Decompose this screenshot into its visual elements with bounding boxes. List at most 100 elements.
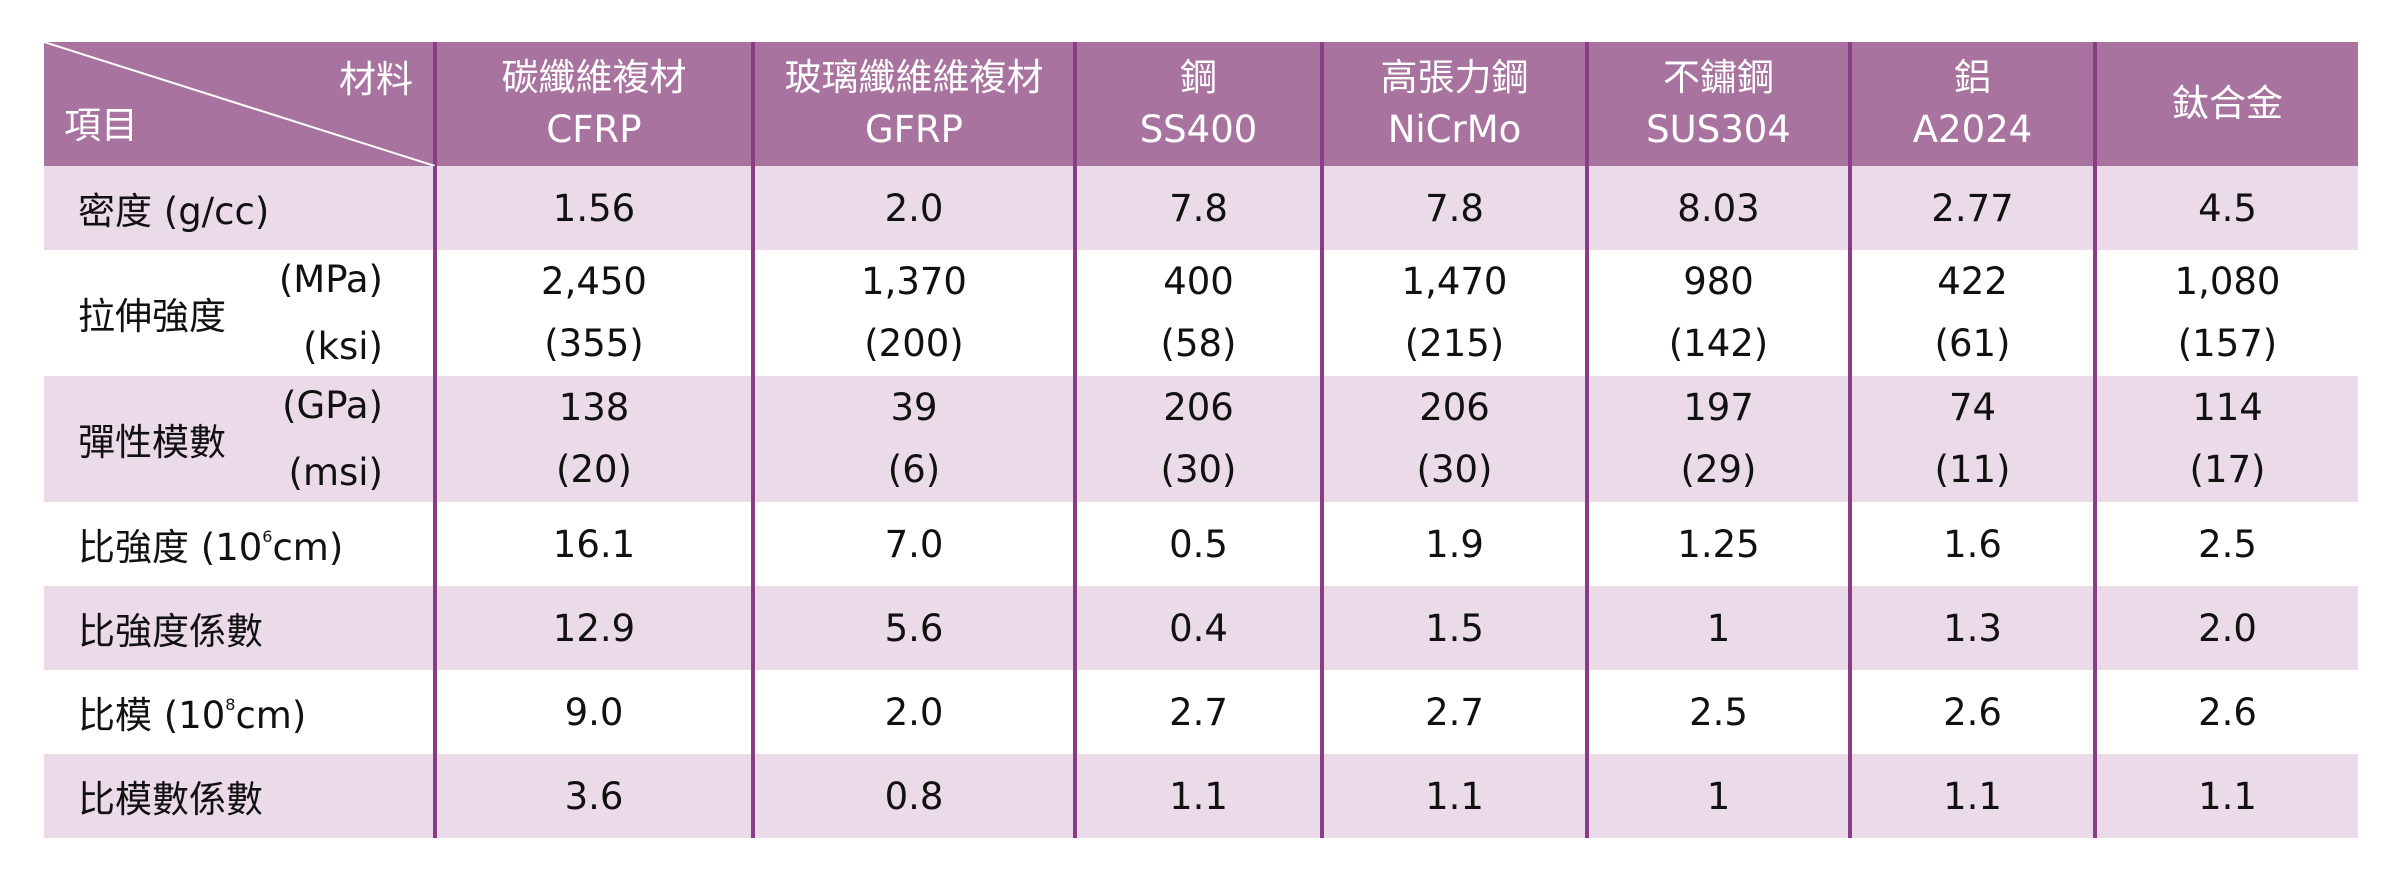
- cell-value-primary: 400: [1163, 260, 1234, 303]
- table-cell: 1.1: [1075, 754, 1324, 838]
- table-cell: 0.4: [1075, 586, 1324, 670]
- table-cell: 197 (29): [1587, 376, 1852, 502]
- table-cell: 74 (11): [1850, 376, 2097, 502]
- cell-value-secondary: (355): [544, 322, 644, 365]
- header-gfrp: 玻璃纖維維複材 GFRP: [753, 42, 1077, 166]
- row-label-strength-coefficient: 比強度係數: [44, 586, 437, 670]
- row-label-specific-modulus-post: cm): [235, 694, 307, 737]
- table-cell: 8.03: [1587, 166, 1852, 250]
- table-cell: 1.5: [1322, 586, 1589, 670]
- table-cell: 7.8: [1322, 166, 1589, 250]
- header-high-tensile-steel-name: 高張力鋼: [1380, 56, 1529, 99]
- cell-value-secondary: (142): [1668, 322, 1769, 365]
- cell-value-secondary: (30): [1160, 448, 1237, 491]
- table-cell: 1.1: [1850, 754, 2097, 838]
- table-cell: 1.56: [435, 166, 755, 250]
- table-cell: 2.6: [1850, 670, 2097, 754]
- cell-value-secondary: (200): [864, 322, 964, 365]
- cell-value-secondary: (30): [1416, 448, 1493, 491]
- table-cell: 0.5: [1075, 502, 1324, 586]
- cell-value-secondary: (61): [1934, 322, 2011, 365]
- cell-value-primary: 1,470: [1401, 260, 1508, 303]
- table-row-tensile-strength: 拉伸強度 (MPa) (ksi) 2,450 (355) 1,370 (200) 4…: [44, 250, 2358, 376]
- material-comparison-table-wrapper: 材料 項目 碳纖維複材 CFRP 玻璃纖維維複材 GFRP 鋼 SS400: [44, 42, 2358, 838]
- table-cell: 2.7: [1322, 670, 1589, 754]
- row-label-modulus-coefficient: 比模數係數: [44, 754, 437, 838]
- table-cell: 1.6: [1850, 502, 2097, 586]
- table-cell: 980 (142): [1587, 250, 1852, 376]
- table-cell: 16.1: [435, 502, 755, 586]
- header-steel: 鋼 SS400: [1075, 42, 1324, 166]
- cell-value-primary: 206: [1163, 386, 1234, 429]
- table-cell: 422 (61): [1850, 250, 2097, 376]
- row-label-specific-strength-post: cm): [272, 526, 344, 569]
- table-cell: 2,450 (355): [435, 250, 755, 376]
- table-cell: 138 (20): [435, 376, 755, 502]
- cell-value-secondary: (29): [1680, 448, 1757, 491]
- header-row: 材料 項目 碳纖維複材 CFRP 玻璃纖維維複材 GFRP 鋼 SS400: [44, 42, 2358, 166]
- table-cell: 1: [1587, 586, 1852, 670]
- cell-value-primary: 197: [1683, 386, 1754, 429]
- cell-value-primary: 1,080: [2174, 260, 2281, 303]
- header-titanium-alloy-name: 鈦合金: [2172, 82, 2283, 125]
- header-stainless-steel: 不鏽鋼 SUS304: [1587, 42, 1852, 166]
- cell-value-primary: 138: [558, 386, 630, 429]
- header-cfrp: 碳纖維複材 CFRP: [435, 42, 755, 166]
- cell-value-primary: 74: [1948, 386, 1997, 429]
- row-label-tensile-name: 拉伸強度: [78, 295, 226, 338]
- cell-value-primary: 1,370: [861, 260, 967, 303]
- header-high-tensile-steel: 高張力鋼 NiCrMo: [1322, 42, 1589, 166]
- table-row-modulus-coefficient: 比模數係數 3.6 0.8 1.1 1.1 1 1.1 1.1: [44, 754, 2358, 838]
- table-cell: 206 (30): [1075, 376, 1324, 502]
- table-cell: 1,470 (215): [1322, 250, 1589, 376]
- corner-material-label: 材料: [339, 58, 413, 101]
- header-steel-name: 鋼: [1180, 56, 1217, 99]
- cell-value-secondary: (215): [1404, 322, 1505, 365]
- table-cell: 2.6: [2095, 670, 2358, 754]
- table-cell: 5.6: [753, 586, 1077, 670]
- table-cell: 0.8: [753, 754, 1077, 838]
- row-label-tensile-unit-mpa: (MPa): [278, 258, 383, 301]
- table-cell: 2.5: [2095, 502, 2358, 586]
- header-stainless-steel-code: SUS304: [1646, 108, 1791, 151]
- header-cfrp-code: CFRP: [546, 108, 642, 151]
- header-steel-code: SS400: [1139, 108, 1258, 151]
- cell-value-primary: 39: [890, 386, 938, 429]
- row-label-modulus-unit-gpa: (GPa): [282, 384, 383, 427]
- table-cell: 1.3: [1850, 586, 2097, 670]
- row-label-elastic-modulus: 彈性模數 (GPa) (msi): [44, 376, 437, 502]
- row-label-tensile-strength: 拉伸強度 (MPa) (ksi): [44, 250, 437, 376]
- row-label-specific-modulus: 比模 (108cm): [44, 670, 437, 754]
- table-cell: 1: [1587, 754, 1852, 838]
- diagonal-divider-line: [44, 42, 435, 166]
- row-label-specific-strength-exponent: 6: [262, 527, 273, 546]
- cell-value-primary: 980: [1683, 260, 1754, 303]
- table-cell: 2.0: [753, 166, 1077, 250]
- table-cell: 4.5: [2095, 166, 2358, 250]
- table-cell: 7.0: [753, 502, 1077, 586]
- table-row-density: 密度 (g/cc) 1.56 2.0 7.8 7.8 8.03 2.77 4.5: [44, 166, 2358, 250]
- table-cell: 1.9: [1322, 502, 1589, 586]
- table-cell: 206 (30): [1322, 376, 1589, 502]
- row-label-specific-strength: 比強度 (106cm): [44, 502, 437, 586]
- table-cell: 2.5: [1587, 670, 1852, 754]
- table-row-specific-strength: 比強度 (106cm) 16.1 7.0 0.5 1.9 1.25 1.6 2.…: [44, 502, 2358, 586]
- table-cell: 39 (6): [753, 376, 1077, 502]
- table-cell: 400 (58): [1075, 250, 1324, 376]
- row-label-density: 密度 (g/cc): [44, 166, 437, 250]
- header-gfrp-name: 玻璃纖維維複材: [784, 56, 1044, 99]
- cell-value-primary: 422: [1937, 260, 2008, 303]
- row-label-modulus-name: 彈性模數: [78, 421, 226, 464]
- header-aluminum: 鋁 A2024: [1850, 42, 2097, 166]
- cell-value-secondary: (58): [1160, 322, 1237, 365]
- header-cfrp-name: 碳纖維複材: [501, 56, 687, 99]
- header-stainless-steel-name: 不鏽鋼: [1663, 56, 1774, 99]
- table-cell: 1.1: [1322, 754, 1589, 838]
- cell-value-primary: 2,450: [541, 260, 647, 303]
- row-label-specific-modulus-exponent: 8: [225, 695, 236, 714]
- table-cell: 1,080 (157): [2095, 250, 2358, 376]
- table-cell: 1.1: [2095, 754, 2358, 838]
- table-cell: 2.0: [753, 670, 1077, 754]
- header-titanium-alloy: 鈦合金: [2095, 42, 2358, 166]
- table-cell: 9.0: [435, 670, 755, 754]
